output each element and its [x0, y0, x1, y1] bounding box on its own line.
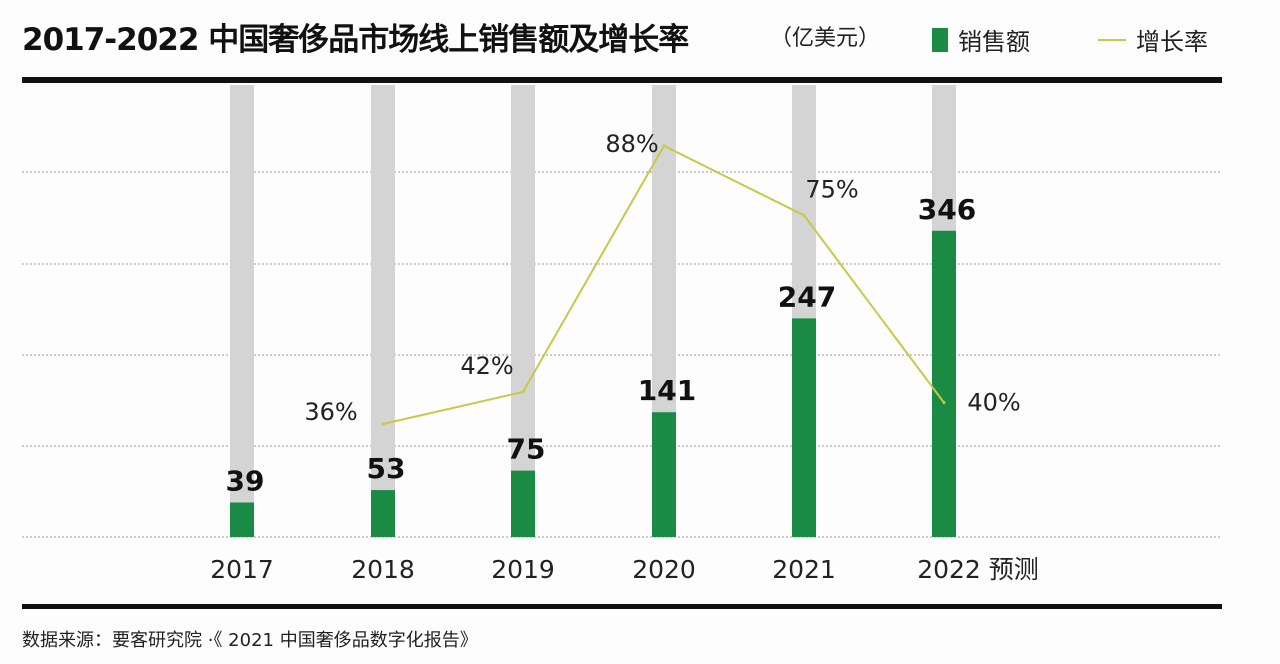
growth-point	[662, 144, 666, 148]
top-rule	[22, 77, 1222, 83]
category-label: 2021	[772, 555, 836, 584]
background-bar	[511, 85, 535, 537]
legend-swatch-line	[1098, 38, 1126, 41]
unit-label: （亿美元）	[770, 26, 881, 51]
category-label: 2017	[210, 555, 274, 584]
chart-title: 2017-2022 中国奢侈品市场线上销售额及增长率	[22, 22, 689, 58]
sales-value-label: 141	[638, 374, 696, 407]
sales-bar	[511, 470, 535, 537]
growth-value-label: 40%	[967, 389, 1020, 417]
bottom-rule	[22, 604, 1222, 609]
sales-value-label: 75	[507, 433, 546, 466]
legend-swatch-bar	[932, 27, 948, 52]
source-note: 数据来源：要客研究院 ·《 2021 中国奢侈品数字化报告》	[22, 630, 478, 651]
category-label: 2020	[632, 555, 696, 584]
category-label: 2019	[491, 555, 555, 584]
growth-value-label: 42%	[460, 352, 513, 380]
sales-bar	[932, 230, 956, 538]
sales-bar	[230, 502, 254, 537]
growth-point	[521, 390, 525, 394]
growth-point	[802, 213, 806, 217]
legend-label: 增长率	[1136, 28, 1208, 56]
sales-bar	[371, 490, 395, 537]
sales-value-label: 39	[226, 464, 265, 497]
sales-bar	[652, 412, 676, 537]
category-label: 2022 预测	[917, 555, 1039, 584]
category-label: 2018	[351, 555, 415, 584]
growth-point	[381, 422, 385, 426]
legend-item-growth: 增长率	[1098, 22, 1208, 57]
sales-value-label: 346	[918, 193, 976, 226]
sales-bar	[792, 318, 816, 537]
legend-item-sales: 销售额	[932, 22, 1030, 57]
growth-value-label: 36%	[304, 398, 357, 426]
background-bar	[230, 85, 254, 537]
sales-value-label: 53	[367, 452, 406, 485]
sales-value-label: 247	[778, 280, 836, 313]
legend-label: 销售额	[958, 28, 1030, 56]
background-bar	[371, 85, 395, 537]
growth-value-label: 75%	[805, 175, 858, 203]
growth-point	[942, 401, 946, 405]
growth-value-label: 88%	[605, 130, 658, 158]
